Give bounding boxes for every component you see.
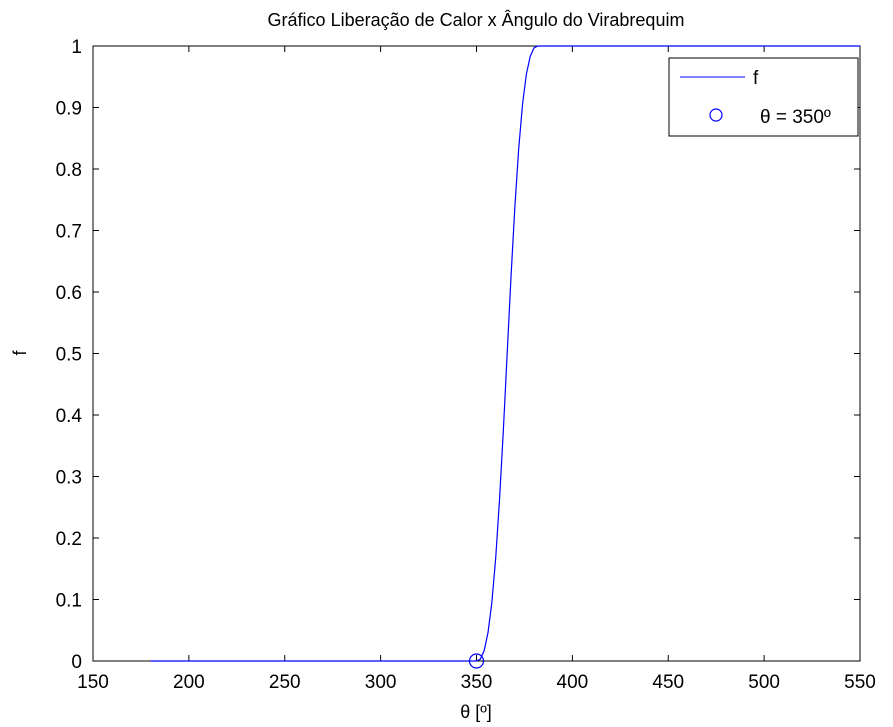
x-tick-label: 450 [652,672,684,693]
x-tick-label: 400 [557,672,589,693]
legend-box [668,57,859,137]
y-tick-label: 0.3 [56,468,82,489]
legend-label-theta-350: θ = 350º [760,107,831,128]
series-marker-theta-350 [468,653,485,669]
x-tick-label: 250 [269,672,301,693]
plot-area [92,45,861,662]
series-line-f [150,45,860,662]
series-layer [150,45,860,669]
legend-marker-swatch [709,108,723,122]
x-tick-label: 550 [844,672,876,693]
y-tick-label: 0.8 [56,160,82,181]
legend-label-f: f [753,68,759,89]
y-tick-label: 1 [71,37,82,58]
x-tick-label: 350 [461,672,493,693]
y-axis-label: f [10,350,30,356]
legend: f θ = 350º [668,57,859,137]
y-tick-label: 0.7 [56,222,82,243]
x-tick-label: 300 [365,672,397,693]
x-tick-label: 500 [748,672,780,693]
y-tick-label: 0.6 [56,283,82,304]
y-tick-label: 0.4 [56,406,83,427]
y-tick-label: 0.5 [56,345,82,366]
x-tick-label: 200 [173,672,205,693]
y-tick-label: 0.1 [56,591,82,612]
x-axis-label: θ [º] [460,702,492,722]
x-tick-label: 150 [77,672,109,693]
y-tick-label: 0.9 [56,99,82,120]
axis-ticks: 150 200 250 300 350 400 450 500 550 0 0.1 0.2 0.3 0.4… [56,37,876,693]
chart-title: Gráfico Liberação de Calor x Ângulo do V… [268,10,685,30]
y-tick-label: 0 [71,652,82,673]
y-tick-label: 0.2 [56,529,82,550]
